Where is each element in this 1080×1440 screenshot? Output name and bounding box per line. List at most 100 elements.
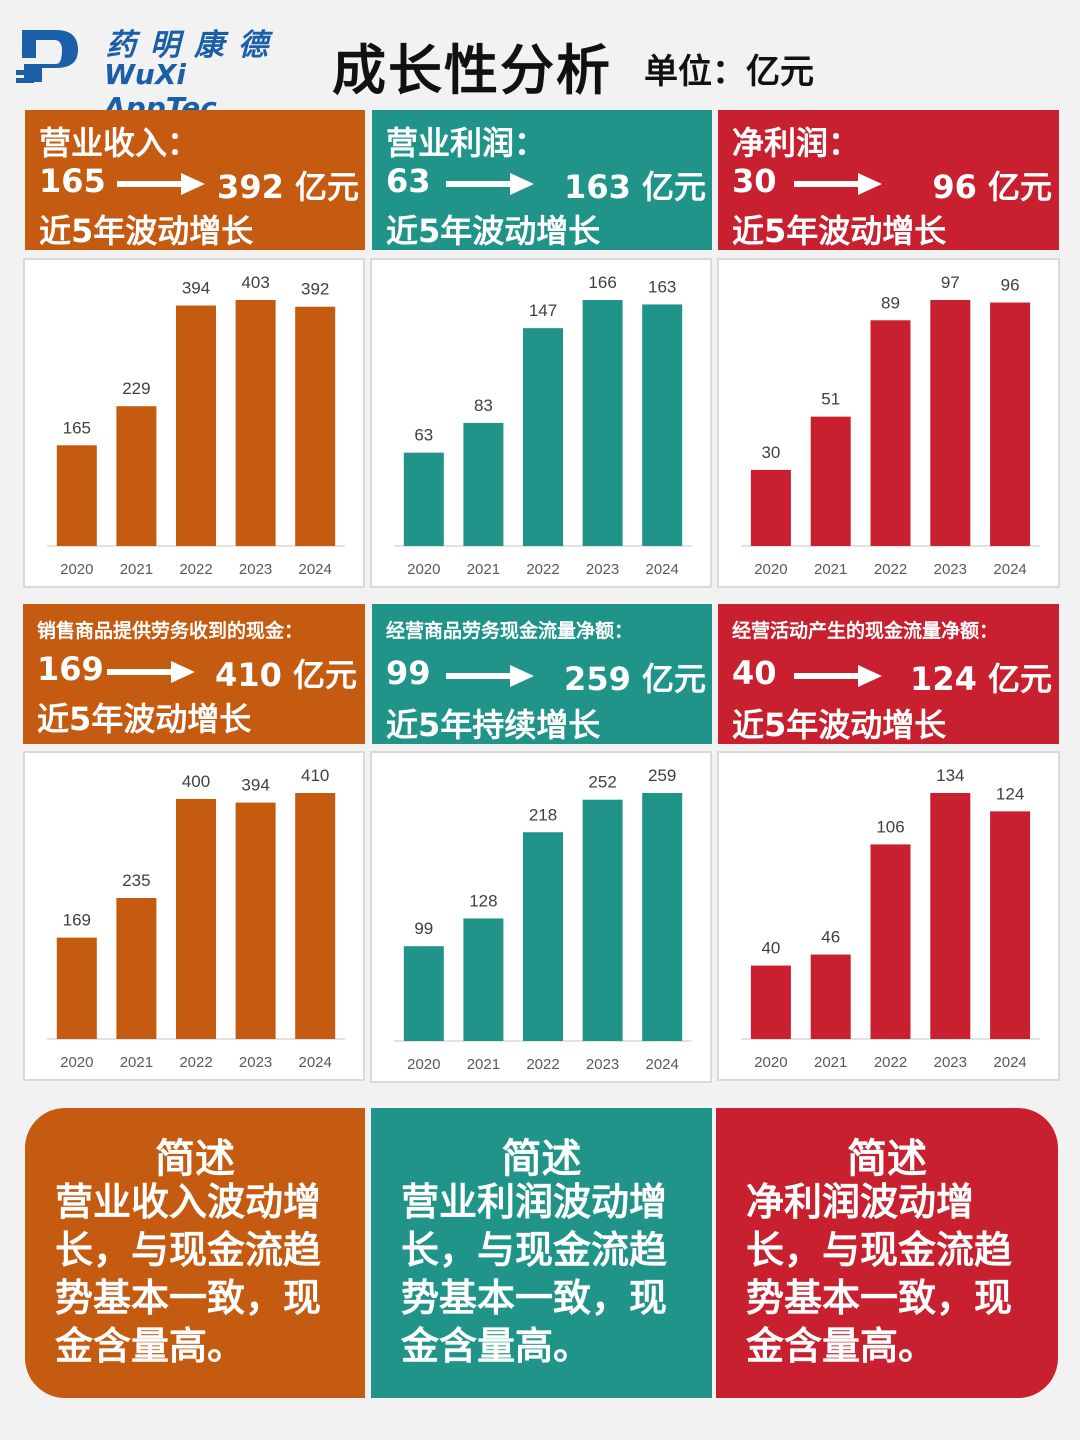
info-box-revenue: 营业收入： 165 392 亿元 近5年波动增长 bbox=[25, 110, 365, 250]
to-value: 163 亿元 bbox=[564, 168, 706, 206]
data-label: 89 bbox=[881, 293, 900, 312]
bar-2021 bbox=[116, 406, 157, 546]
summary-title: 简述 bbox=[847, 1136, 927, 1182]
data-label: 259 bbox=[648, 766, 676, 785]
from-value: 165 bbox=[39, 162, 106, 200]
bar-2021 bbox=[463, 918, 504, 1041]
data-label: 410 bbox=[301, 766, 329, 785]
to-value: 392 亿元 bbox=[217, 168, 359, 206]
x-tick-label: 2021 bbox=[814, 561, 847, 578]
bar-2021 bbox=[116, 898, 157, 1039]
x-tick-label: 2023 bbox=[586, 1056, 619, 1073]
bar-2023 bbox=[235, 802, 276, 1039]
bar-2020 bbox=[750, 469, 791, 546]
data-label: 106 bbox=[876, 817, 904, 836]
data-label: 40 bbox=[761, 939, 780, 958]
info-box-change: 40 124 亿元 bbox=[732, 654, 1052, 698]
chart-operating-profit: 63 2020 83 2021 147 2022 166 2023 163 2024 bbox=[370, 258, 712, 588]
data-label: 147 bbox=[529, 301, 557, 320]
arrow-right-icon bbox=[107, 661, 195, 683]
summary-card-operating-profit: 简述 营业利润波动增长，与现金流趋势基本一致，现金含量高。 bbox=[371, 1108, 712, 1398]
summary-title: 简述 bbox=[155, 1136, 235, 1182]
bar-2024 bbox=[642, 793, 683, 1041]
data-label: 400 bbox=[182, 772, 210, 791]
data-label: 165 bbox=[63, 418, 91, 437]
info-box-change: 63 163 亿元 bbox=[386, 162, 706, 206]
arrow-right-icon bbox=[794, 665, 882, 687]
summary-text: 营业利润波动增长，与现金流趋势基本一致，现金含量高。 bbox=[401, 1180, 668, 1368]
x-tick-label: 2020 bbox=[754, 1054, 787, 1071]
summary-text: 净利润波动增长，与现金流趋势基本一致，现金含量高。 bbox=[746, 1180, 1013, 1368]
logo-text-cn: 药明康德 bbox=[106, 28, 282, 63]
data-label: 30 bbox=[761, 443, 780, 462]
info-box-net-profit: 净利润： 30 96 亿元 近5年波动增长 bbox=[718, 110, 1059, 250]
info-box-title: 营业收入： bbox=[39, 124, 200, 162]
info-box-change: 30 96 亿元 bbox=[732, 162, 1052, 206]
x-tick-label: 2023 bbox=[586, 561, 619, 578]
summary-card-revenue: 简述 营业收入波动增长，与现金流趋势基本一致，现金含量高。 bbox=[25, 1108, 365, 1398]
data-label: 229 bbox=[122, 379, 150, 398]
summary-text: 营业收入波动增长，与现金流趋势基本一致，现金含量高。 bbox=[55, 1180, 322, 1368]
x-tick-label: 2023 bbox=[934, 1054, 967, 1071]
summary-title: 简述 bbox=[501, 1136, 582, 1182]
info-box-summary: 近5年波动增长 bbox=[39, 212, 254, 250]
x-tick-label: 2022 bbox=[526, 561, 559, 578]
bar-2021 bbox=[463, 423, 504, 546]
arrow-right-icon bbox=[117, 173, 205, 195]
info-box-operating-cash-flow: 经营活动产生的现金流量净额： 40 124 亿元 近5年波动增长 bbox=[718, 604, 1059, 744]
data-label: 51 bbox=[821, 390, 840, 409]
bar-2020 bbox=[403, 452, 444, 546]
to-value: 259 亿元 bbox=[564, 660, 706, 698]
x-tick-label: 2023 bbox=[239, 1054, 272, 1071]
bar-2023 bbox=[930, 793, 971, 1039]
from-value: 99 bbox=[386, 654, 431, 692]
bar-2024 bbox=[295, 306, 336, 546]
bar-2024 bbox=[295, 793, 336, 1039]
bar-2023 bbox=[930, 300, 971, 546]
data-label: 63 bbox=[414, 426, 433, 445]
bar-2023 bbox=[582, 300, 623, 546]
bar-2022 bbox=[523, 328, 563, 546]
data-label: 403 bbox=[241, 273, 269, 292]
x-tick-label: 2020 bbox=[407, 1056, 440, 1073]
info-box-operating-cash-flow-goods: 经营商品劳务现金流量净额： 99 259 亿元 近5年持续增长 bbox=[372, 604, 712, 744]
bar-2022 bbox=[176, 799, 216, 1039]
bar-2020 bbox=[56, 445, 97, 546]
data-label: 394 bbox=[241, 776, 269, 795]
x-tick-label: 2023 bbox=[239, 561, 272, 578]
data-label: 124 bbox=[996, 784, 1024, 803]
summary-card-net-profit: 简述 净利润波动增长，与现金流趋势基本一致，现金含量高。 bbox=[716, 1108, 1058, 1398]
x-tick-label: 2021 bbox=[814, 1054, 847, 1071]
chart-revenue: 165 2020 229 2021 394 2022 403 2023 392 2024 bbox=[23, 258, 365, 588]
x-tick-label: 2024 bbox=[993, 1054, 1026, 1071]
arrow-right-icon bbox=[446, 665, 534, 687]
info-box-summary: 近5年波动增长 bbox=[732, 212, 947, 250]
x-tick-label: 2021 bbox=[467, 561, 500, 578]
arrow-right-icon bbox=[446, 173, 534, 195]
info-box-title: 净利润： bbox=[732, 124, 861, 162]
info-box-change: 169 410 亿元 bbox=[37, 650, 357, 694]
x-tick-label: 2020 bbox=[407, 561, 440, 578]
x-tick-label: 2024 bbox=[646, 561, 679, 578]
to-value: 96 亿元 bbox=[932, 168, 1052, 206]
chart-net-profit: 30 2020 51 2021 89 2022 97 2023 96 2024 bbox=[717, 258, 1060, 588]
from-value: 40 bbox=[732, 654, 777, 692]
bar-2024 bbox=[990, 811, 1031, 1039]
from-value: 63 bbox=[386, 162, 431, 200]
x-tick-label: 2024 bbox=[299, 561, 332, 578]
x-tick-label: 2024 bbox=[646, 1056, 679, 1073]
info-box-change: 99 259 亿元 bbox=[386, 654, 706, 698]
info-box-summary: 近5年波动增长 bbox=[37, 700, 252, 738]
arrow-right-icon bbox=[794, 173, 882, 195]
info-box-title: 经营商品劳务现金流量净额： bbox=[386, 620, 634, 642]
from-value: 169 bbox=[37, 650, 104, 688]
bar-2023 bbox=[235, 300, 276, 546]
bar-2021 bbox=[810, 416, 851, 546]
x-tick-label: 2021 bbox=[467, 1056, 500, 1073]
bar-2022 bbox=[523, 832, 563, 1041]
to-value: 410 亿元 bbox=[215, 656, 357, 694]
data-label: 392 bbox=[301, 280, 329, 299]
x-tick-label: 2022 bbox=[179, 1054, 212, 1071]
x-tick-label: 2024 bbox=[993, 561, 1026, 578]
data-label: 235 bbox=[122, 871, 150, 890]
